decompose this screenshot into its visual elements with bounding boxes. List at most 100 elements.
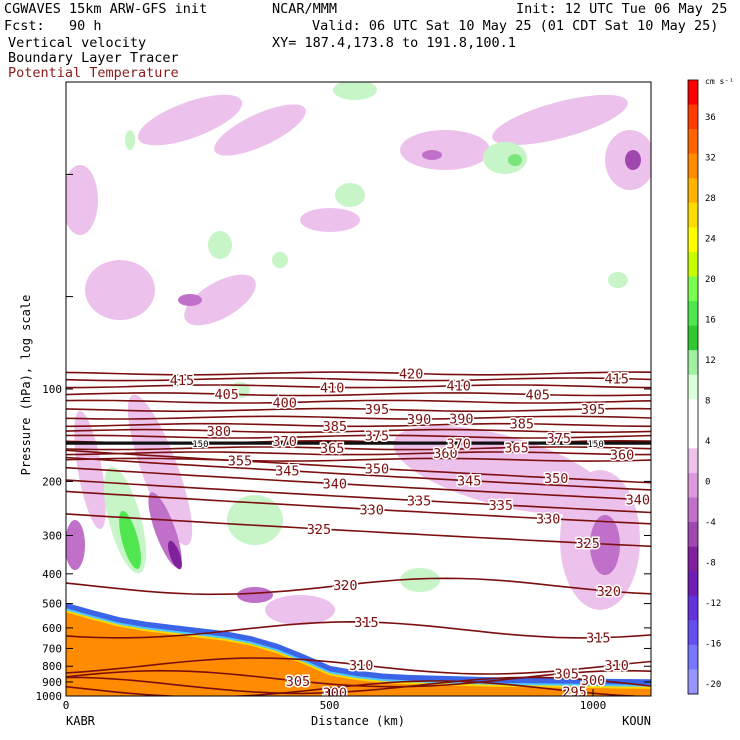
- theta-contour-label: 375: [365, 428, 389, 444]
- w-down-region: [66, 520, 85, 570]
- forecast-hour: Fcst: 90 h: [4, 18, 102, 34]
- theta-contour-label: 345: [457, 474, 481, 490]
- w-up-region: [508, 154, 522, 166]
- colorbar-label: 28: [705, 194, 716, 204]
- colorbar-swatch: [688, 448, 698, 474]
- terrain-edge: [66, 610, 651, 689]
- colorbar-swatch: [688, 620, 698, 646]
- x-start-station: KABR: [66, 714, 96, 728]
- pv-contour-label: 150: [192, 440, 208, 450]
- theta-contour-400: [66, 399, 651, 404]
- theta-contour-label: 345: [275, 464, 299, 480]
- theta-contour-label: 355: [228, 453, 252, 469]
- theta-contour-label: 320: [597, 584, 621, 600]
- x-end-station: KOUN: [622, 714, 651, 728]
- w-down-region: [265, 595, 335, 625]
- w-down-region: [422, 150, 442, 160]
- y-tick-label: 400: [42, 568, 62, 581]
- plot-frame: [65, 81, 652, 697]
- theta-contour-340: [66, 466, 651, 501]
- theta-contour-label: 325: [576, 536, 600, 552]
- theta-contour-label: 410: [320, 380, 344, 396]
- colorbar-swatch: [688, 595, 698, 621]
- colorbar-label: 24: [705, 234, 716, 244]
- colorbar-swatch: [688, 497, 698, 523]
- theta-contour-305: [66, 669, 651, 688]
- theta-contour-380: [66, 428, 651, 434]
- theta-contour-label: 330: [359, 502, 383, 518]
- colorbar-swatch: [688, 571, 698, 597]
- theta-contour-label: 405: [215, 387, 239, 403]
- theta-contour-label: 300: [323, 686, 347, 702]
- colorbar-swatch: [688, 301, 698, 327]
- theta-contour-label: 370: [273, 434, 297, 450]
- field-boundary-layer-tracer: Boundary Layer Tracer: [8, 50, 179, 66]
- colorbar-swatch: [688, 644, 698, 670]
- colorbar-swatch: [688, 129, 698, 155]
- theta-contour-label: 310: [349, 658, 373, 674]
- model-title: CGWAVES 15km ARW-GFS init: [4, 1, 208, 17]
- colorbar-swatch: [688, 202, 698, 228]
- colorbar-label: 0: [705, 478, 710, 488]
- w-up-region: [400, 568, 440, 592]
- theta-contour-label: 405: [525, 388, 549, 404]
- theta-contour-label: 360: [610, 447, 634, 463]
- y-tick-label: 1000: [36, 690, 63, 703]
- colorbar-swatch: [688, 251, 698, 277]
- theta-contour-label: 390: [407, 412, 431, 428]
- w-down-region: [66, 165, 98, 235]
- colorbar-unit: cm s⁻¹: [705, 77, 734, 86]
- y-tick-label: 200: [42, 475, 62, 488]
- theta-contour-label: 340: [323, 477, 347, 493]
- theta-contour-325: [66, 513, 651, 548]
- colorbar-label: -12: [705, 599, 721, 609]
- w-down-region: [590, 515, 620, 575]
- theta-contour-label: 395: [581, 402, 605, 418]
- theta-contour-label: 370: [446, 436, 470, 452]
- theta-contour-label: 305: [286, 674, 310, 690]
- theta-contour-label: 350: [544, 471, 568, 487]
- theta-contour-label: 400: [273, 396, 297, 412]
- w-down-region: [625, 150, 641, 170]
- x-axis-label: Distance (km): [311, 714, 405, 728]
- theta-contour-315: [66, 620, 651, 639]
- y-tick-label: 300: [42, 529, 62, 542]
- w-down-region: [178, 294, 202, 306]
- w-up-region: [227, 495, 283, 545]
- colorbar-swatch: [688, 522, 698, 548]
- w-down-region: [393, 425, 607, 515]
- theta-contour-label: 375: [547, 431, 571, 447]
- theta-contour-label: 335: [489, 498, 513, 514]
- theta-contour-label: 385: [510, 417, 534, 433]
- colorbar-swatch: [688, 276, 698, 302]
- theta-contour-310: [66, 657, 651, 675]
- w-up-region: [119, 510, 141, 570]
- theta-contour-label: 330: [536, 512, 560, 528]
- w-down-region: [85, 260, 155, 320]
- w-up-region: [335, 183, 365, 207]
- theta-contour-label: 415: [170, 373, 194, 389]
- colorbar-swatch: [688, 423, 698, 449]
- y-tick-label: 500: [42, 598, 62, 611]
- theta-contour-350: [66, 449, 651, 484]
- terrain-fill: [66, 611, 651, 696]
- colorbar-label: 12: [705, 356, 716, 366]
- w-down-region: [214, 104, 306, 156]
- theta-contour-label: 395: [365, 402, 389, 418]
- w-down-region: [400, 130, 490, 170]
- pv-contour-label: 150: [588, 440, 604, 450]
- theta-contour-385: [66, 422, 651, 428]
- colorbar-label: -8: [705, 559, 716, 569]
- theta-contour-345: [66, 456, 651, 491]
- theta-contour-label: 380: [207, 424, 231, 440]
- theta-contour-415: [66, 377, 651, 382]
- colorbar-swatch: [688, 104, 698, 130]
- w-up-region: [272, 252, 288, 268]
- theta-contour-405: [66, 392, 651, 397]
- valid-time: Valid: 06 UTC Sat 10 May 25 (01 CDT Sat …: [312, 18, 719, 34]
- theta-contour-390: [66, 415, 651, 420]
- colorbar-swatch: [688, 546, 698, 572]
- x-tick-label: 1000: [580, 699, 607, 712]
- theta-contour-label: 295: [562, 685, 586, 701]
